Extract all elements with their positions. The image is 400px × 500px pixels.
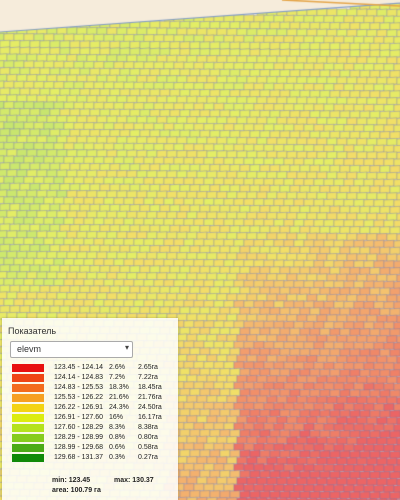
legend-row: 128.29 - 128.99 0.8% 0.80га — [12, 433, 172, 443]
legend-swatch — [12, 454, 44, 462]
legend-range: 124.14 - 124.83 — [54, 374, 104, 381]
legend-swatch — [12, 384, 44, 392]
legend-swatch — [12, 414, 44, 422]
legend-area: 24.50га — [138, 404, 162, 411]
legend-percent: 18.3% — [109, 384, 129, 391]
legend-area: 7.22га — [138, 374, 158, 381]
legend-row: 126.91 - 127.60 16% 16.17га — [12, 413, 172, 423]
legend-area: 2.65га — [138, 364, 158, 371]
legend-swatch — [12, 434, 44, 442]
panel-title: Показатель — [8, 326, 57, 336]
legend-percent: 0.3% — [109, 454, 125, 461]
legend-area: 21.76га — [138, 394, 162, 401]
legend-area: 0.27га — [138, 454, 158, 461]
legend-range: 125.53 - 126.22 — [54, 394, 104, 401]
indicator-select[interactable]: elevm ▾ — [10, 341, 133, 358]
max-value: max: 130.37 — [114, 477, 154, 484]
legend-row: 123.45 - 124.14 2.6% 2.65га — [12, 363, 172, 373]
legend-percent: 7.2% — [109, 374, 125, 381]
legend-swatch — [12, 424, 44, 432]
legend-percent: 16% — [109, 414, 124, 421]
legend-percent: 24.3% — [109, 404, 129, 411]
legend-area: 0.80га — [138, 434, 158, 441]
legend-percent: 0.6% — [109, 444, 125, 451]
legend-area: 18.45га — [138, 384, 162, 391]
legend-row: 129.68 - 131.37 0.3% 0.27га — [12, 453, 172, 463]
legend-swatch — [12, 404, 44, 412]
legend-row: 125.53 - 126.22 21.6% 21.76га — [12, 393, 172, 403]
legend-area: 0.58га — [138, 444, 158, 451]
legend-swatch — [12, 374, 44, 382]
legend-range: 127.60 - 128.29 — [54, 424, 104, 431]
legend-row: 126.22 - 126.91 24.3% 24.50га — [12, 403, 172, 413]
legend-range: 128.99 - 129.68 — [54, 444, 104, 451]
legend-row: 124.83 - 125.53 18.3% 18.45га — [12, 383, 172, 393]
legend-area: 8.38га — [138, 424, 158, 431]
legend-range: 128.29 - 128.99 — [54, 434, 104, 441]
total-area: area: 100.79 га — [52, 487, 101, 494]
min-value: min: 123.45 — [52, 477, 91, 484]
chevron-down-icon: ▾ — [124, 343, 129, 352]
legend-percent: 0.8% — [109, 434, 125, 441]
legend-range: 129.68 - 131.37 — [54, 454, 104, 461]
legend-row: 124.14 - 124.83 7.2% 7.22га — [12, 373, 172, 383]
legend-swatch — [12, 444, 44, 452]
legend-area: 16.17га — [138, 414, 162, 421]
legend-range: 124.83 - 125.53 — [54, 384, 104, 391]
legend-panel: Показатель elevm ▾ 123.45 - 124.14 2.6% … — [2, 318, 178, 500]
legend-percent: 8.3% — [109, 424, 125, 431]
legend-percent: 21.6% — [109, 394, 129, 401]
legend-row: 127.60 - 128.29 8.3% 8.38га — [12, 423, 172, 433]
legend-row: 128.99 - 129.68 0.6% 0.58га — [12, 443, 172, 453]
legend-range: 126.91 - 127.60 — [54, 414, 104, 421]
legend-range: 126.22 - 126.91 — [54, 404, 104, 411]
legend-range: 123.45 - 124.14 — [54, 364, 104, 371]
legend-percent: 2.6% — [109, 364, 125, 371]
indicator-select-value: elevm — [17, 344, 42, 354]
legend-swatch — [12, 364, 44, 372]
legend-swatch — [12, 394, 44, 402]
legend-table: 123.45 - 124.14 2.6% 2.65га 124.14 - 124… — [12, 363, 172, 463]
